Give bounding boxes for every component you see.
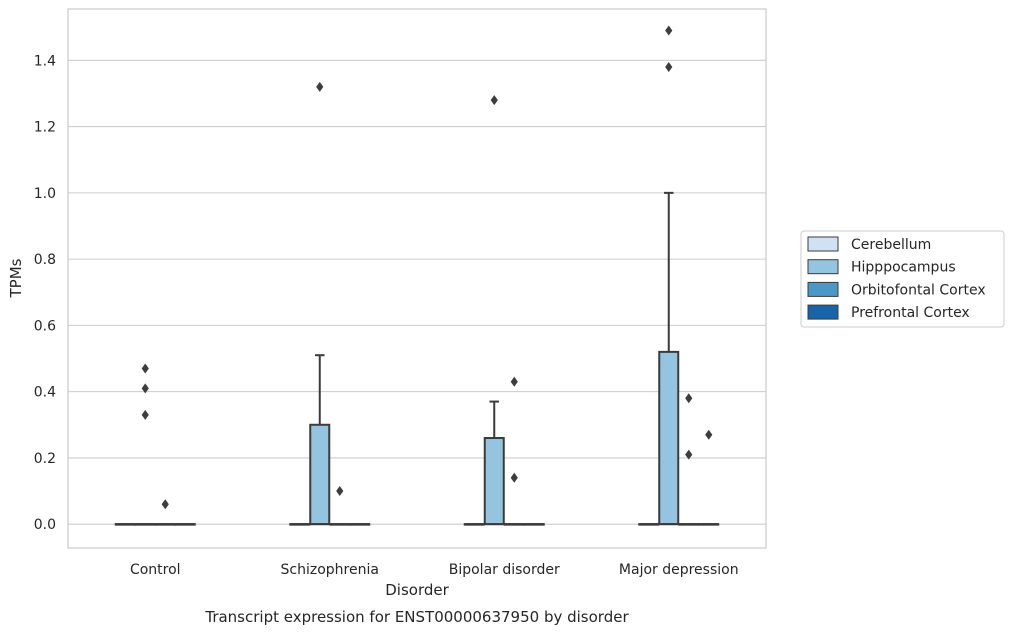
x-tick-label: Control	[130, 562, 181, 578]
y-axis-label: TPMs	[7, 258, 25, 298]
outlier-point	[141, 363, 149, 374]
legend-item: Orbitofontal Cortex	[807, 281, 986, 298]
x-tick-label: Schizophrenia	[281, 562, 379, 578]
y-tick-label: 0.6	[34, 318, 56, 334]
y-tick-label: 0.4	[34, 385, 56, 401]
outlier-point	[685, 393, 693, 404]
box-0-2	[154, 499, 176, 526]
outlier-point	[336, 486, 344, 497]
legend-item: Cerebellum	[807, 236, 931, 253]
outlier-point	[705, 429, 713, 440]
legend-swatch	[807, 259, 839, 275]
legend-label: Cerebellum	[851, 237, 931, 253]
box-3-3	[698, 429, 720, 526]
outlier-point	[161, 499, 169, 510]
x-axis-label: Disorder	[385, 581, 449, 599]
legend-label: Prefrontal Cortex	[851, 305, 970, 321]
box-3-0	[638, 523, 660, 526]
box-2-2	[503, 376, 525, 526]
box-1-1	[309, 81, 331, 526]
box-0-1	[134, 363, 156, 526]
box-0-3	[174, 523, 196, 526]
legend-label: Hipppocampus	[851, 260, 956, 276]
chart-caption: Transcript expression for ENST0000063795…	[204, 608, 629, 626]
y-tick-label: 0.8	[34, 252, 56, 268]
box-1-0	[289, 523, 311, 526]
box-0-0	[114, 523, 136, 526]
y-tick-label: 0.2	[34, 451, 56, 467]
outlier-point	[141, 383, 149, 394]
outlier-point	[510, 376, 518, 387]
legend: Cerebellum Hipppocampus Orbitofontal Corte…	[800, 230, 1005, 328]
x-tick-labels: Control Schizophrenia Bipolar disorder Majo…	[130, 562, 739, 578]
box-3-2	[678, 393, 700, 526]
legend-swatch	[807, 304, 839, 320]
y-tick-label: 1.4	[34, 53, 56, 69]
box-2-0	[463, 523, 485, 526]
box-1-3	[349, 523, 371, 526]
y-tick-label: 1.2	[34, 120, 56, 136]
box-body	[309, 423, 331, 526]
box-marks	[114, 25, 720, 526]
outlier-point	[665, 25, 673, 36]
outlier-point	[685, 449, 693, 460]
legend-frame	[800, 230, 1005, 328]
legend-swatch	[807, 236, 839, 252]
legend-item: Prefrontal Cortex	[807, 304, 970, 321]
legend-label: Orbitofontal Cortex	[851, 282, 986, 298]
y-tick-label: 0.0	[34, 517, 56, 533]
box-2-1	[483, 95, 505, 526]
y-tick-label: 1.0	[34, 186, 56, 202]
box-body	[483, 437, 505, 526]
legend-swatch	[807, 281, 839, 297]
outlier-point	[510, 472, 518, 483]
outlier-point	[665, 61, 673, 72]
y-tick-labels: 0.0 0.2 0.4 0.6 0.8 1.0 1.2 1.4	[34, 53, 56, 533]
box-body	[658, 350, 680, 526]
outlier-point	[141, 409, 149, 420]
outlier-point	[316, 81, 324, 92]
x-tick-label: Major depression	[619, 562, 739, 578]
x-tick-label: Bipolar disorder	[449, 562, 560, 578]
outlier-point	[490, 95, 498, 106]
legend-item: Hipppocampus	[807, 259, 956, 276]
box-3-1	[658, 25, 680, 526]
box-2-3	[523, 523, 545, 526]
plot-frame	[67, 8, 767, 549]
